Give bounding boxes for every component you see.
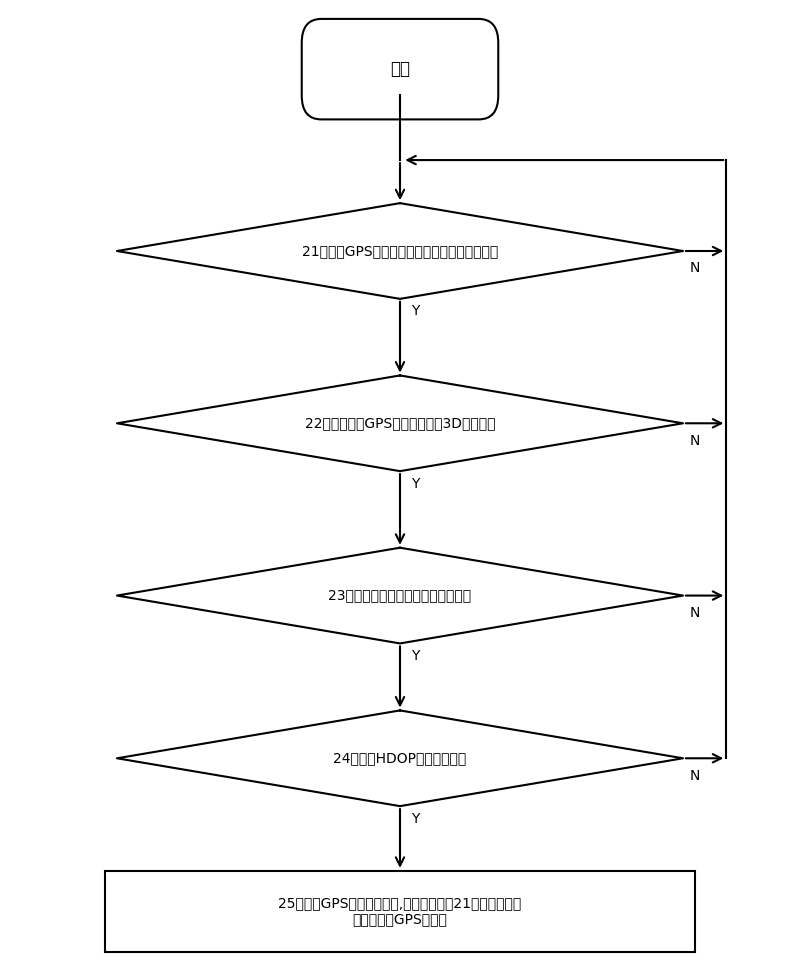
Text: N: N	[690, 768, 700, 783]
Polygon shape	[117, 548, 683, 644]
Text: N: N	[690, 433, 700, 448]
Text: N: N	[690, 261, 700, 275]
Text: 21）读取GPS定位点并判断其定位状态是否有效: 21）读取GPS定位点并判断其定位状态是否有效	[302, 244, 498, 258]
Bar	[106, 871, 694, 953]
Text: N: N	[690, 606, 700, 619]
Text: Y: Y	[411, 304, 420, 318]
Text: 22）判断所述GPS定位点是否是3D定位模式: 22）判断所述GPS定位点是否是3D定位模式	[305, 417, 495, 430]
Text: 24）判断HDOP是否小于阈值: 24）判断HDOP是否小于阈值	[334, 752, 466, 765]
Text: Y: Y	[411, 812, 420, 825]
Polygon shape	[117, 203, 683, 299]
Polygon shape	[117, 376, 683, 471]
Text: 25）所述GPS定位点为有效,重复执行步骤21）直至选取出
若干有效的GPS定位点: 25）所述GPS定位点为有效,重复执行步骤21）直至选取出 若干有效的GPS定位…	[278, 896, 522, 926]
Text: 开始: 开始	[390, 60, 410, 78]
Text: 23）判断卫星数量是否大于等于阈值: 23）判断卫星数量是否大于等于阈值	[329, 588, 471, 603]
FancyBboxPatch shape	[302, 18, 498, 119]
Text: Y: Y	[411, 649, 420, 663]
Polygon shape	[117, 711, 683, 806]
Text: Y: Y	[411, 477, 420, 490]
